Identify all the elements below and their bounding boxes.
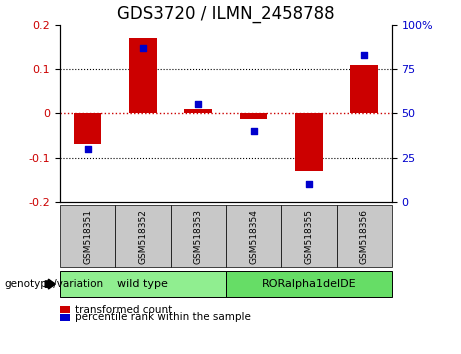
Point <box>361 52 368 58</box>
Text: percentile rank within the sample: percentile rank within the sample <box>75 312 251 322</box>
Text: wild type: wild type <box>118 279 168 289</box>
Bar <box>184 109 212 113</box>
Text: GSM518352: GSM518352 <box>138 209 148 264</box>
Point <box>84 146 91 152</box>
Text: GSM518355: GSM518355 <box>304 209 313 264</box>
Bar <box>74 113 101 144</box>
Text: GSM518353: GSM518353 <box>194 209 203 264</box>
Bar <box>240 113 267 119</box>
Title: GDS3720 / ILMN_2458788: GDS3720 / ILMN_2458788 <box>117 6 335 23</box>
Text: GSM518356: GSM518356 <box>360 209 369 264</box>
Point <box>305 181 313 187</box>
Text: GSM518351: GSM518351 <box>83 209 92 264</box>
Bar <box>350 65 378 113</box>
Text: genotype/variation: genotype/variation <box>5 279 104 289</box>
Bar <box>295 113 323 171</box>
Text: GSM518354: GSM518354 <box>249 209 258 264</box>
Text: RORalpha1delDE: RORalpha1delDE <box>261 279 356 289</box>
Text: transformed count: transformed count <box>75 305 172 315</box>
Bar <box>129 38 157 113</box>
Point <box>139 45 147 51</box>
Point <box>250 128 257 134</box>
Point <box>195 102 202 107</box>
